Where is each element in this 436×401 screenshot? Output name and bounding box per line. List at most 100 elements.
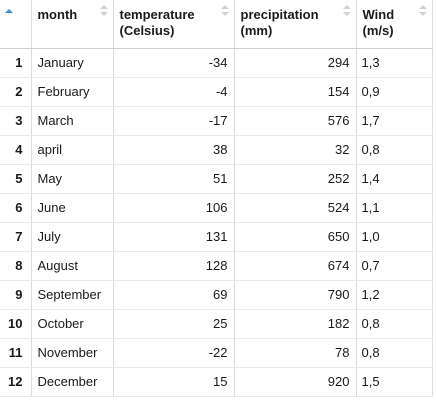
row-number: 8 [0,251,31,280]
cell-month: april [31,135,113,164]
cell-month: September [31,280,113,309]
column-header-temperature[interactable]: temperature (Celsius) [113,0,234,48]
column-header-label: month [38,7,78,22]
cell-temperature: 51 [113,164,234,193]
cell-temperature: -34 [113,48,234,77]
sort-icon[interactable] [419,5,427,17]
cell-temperature: 38 [113,135,234,164]
cell-month: March [31,106,113,135]
cell-wind: 0,8 [356,135,432,164]
sort-icon[interactable] [343,5,351,17]
column-header-wind[interactable]: Wind (m/s) [356,0,432,48]
table-row[interactable]: 3 March -17 576 1,7 [0,106,432,135]
sort-descending-icon [100,12,108,16]
cell-temperature: 128 [113,251,234,280]
sort-icon[interactable] [5,9,13,21]
cell-temperature: -4 [113,77,234,106]
cell-precipitation: 78 [234,338,356,367]
cell-wind: 1,3 [356,48,432,77]
table-row[interactable]: 12 December 15 920 1,5 [0,367,432,396]
cell-wind: 1,0 [356,222,432,251]
row-number: 4 [0,135,31,164]
sort-icon[interactable] [221,5,229,17]
cell-temperature: 131 [113,222,234,251]
row-number: 11 [0,338,31,367]
cell-month: June [31,193,113,222]
table-row[interactable]: 6 June 106 524 1,1 [0,193,432,222]
sort-descending-icon [419,12,427,16]
cell-month: January [31,48,113,77]
column-header-label: temperature [120,7,195,22]
cell-month: August [31,251,113,280]
cell-precipitation: 920 [234,367,356,396]
cell-precipitation: 182 [234,309,356,338]
cell-month: February [31,77,113,106]
cell-temperature: 15 [113,367,234,396]
row-number: 10 [0,309,31,338]
column-header-label: Wind [363,7,395,22]
cell-month: November [31,338,113,367]
column-header-rownames[interactable] [0,0,31,48]
row-number: 5 [0,164,31,193]
cell-wind: 1,7 [356,106,432,135]
sort-ascending-icon [5,9,13,13]
table-row[interactable]: 2 February -4 154 0,9 [0,77,432,106]
row-number: 1 [0,48,31,77]
cell-temperature: 69 [113,280,234,309]
cell-precipitation: 674 [234,251,356,280]
cell-wind: 0,7 [356,251,432,280]
table-row[interactable]: 8 August 128 674 0,7 [0,251,432,280]
cell-month: December [31,367,113,396]
cell-precipitation: 154 [234,77,356,106]
cell-wind: 1,4 [356,164,432,193]
row-number: 7 [0,222,31,251]
table-row[interactable]: 5 May 51 252 1,4 [0,164,432,193]
sort-ascending-icon [221,5,229,9]
column-header-precipitation[interactable]: precipitation (mm) [234,0,356,48]
cell-temperature: -22 [113,338,234,367]
row-number: 12 [0,367,31,396]
sort-ascending-icon [343,5,351,9]
sort-ascending-icon [100,5,108,9]
cell-month: October [31,309,113,338]
cell-precipitation: 650 [234,222,356,251]
row-number: 2 [0,77,31,106]
sort-descending-icon [221,12,229,16]
cell-precipitation: 294 [234,48,356,77]
cell-month: May [31,164,113,193]
table-row[interactable]: 10 October 25 182 0,8 [0,309,432,338]
sort-icon[interactable] [100,5,108,17]
cell-precipitation: 576 [234,106,356,135]
header-row: month temperature (Celsius) precipitatio… [0,0,432,48]
cell-wind: 0,8 [356,338,432,367]
sort-descending-icon [343,12,351,16]
sort-ascending-icon [419,5,427,9]
row-number: 9 [0,280,31,309]
cell-wind: 1,2 [356,280,432,309]
column-header-unit: (Celsius) [120,23,175,38]
row-number: 6 [0,193,31,222]
table-row[interactable]: 1 January -34 294 1,3 [0,48,432,77]
column-header-label: precipitation [241,7,319,22]
column-header-unit: (mm) [241,23,273,38]
cell-temperature: -17 [113,106,234,135]
cell-precipitation: 790 [234,280,356,309]
cell-wind: 1,5 [356,367,432,396]
cell-precipitation: 524 [234,193,356,222]
cell-wind: 1,1 [356,193,432,222]
cell-wind: 0,9 [356,77,432,106]
cell-month: July [31,222,113,251]
row-number: 3 [0,106,31,135]
cell-temperature: 25 [113,309,234,338]
cell-precipitation: 32 [234,135,356,164]
cell-wind: 0,8 [356,309,432,338]
table-row[interactable]: 11 November -22 78 0,8 [0,338,432,367]
table-row[interactable]: 9 September 69 790 1,2 [0,280,432,309]
table-row[interactable]: 4 april 38 32 0,8 [0,135,432,164]
table-row[interactable]: 7 July 131 650 1,0 [0,222,432,251]
cell-temperature: 106 [113,193,234,222]
cell-precipitation: 252 [234,164,356,193]
column-header-unit: (m/s) [363,23,394,38]
column-header-month[interactable]: month [31,0,113,48]
